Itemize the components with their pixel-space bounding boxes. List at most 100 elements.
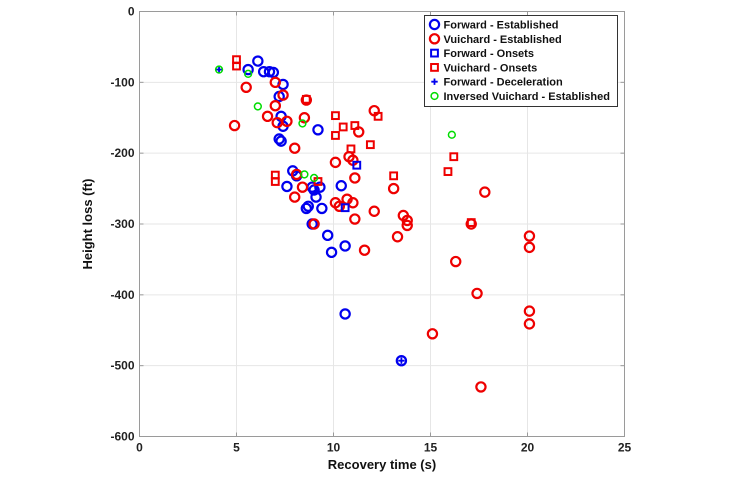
y-tick-label: -100	[110, 75, 134, 89]
legend-marker	[430, 63, 439, 72]
legend-item: Forward - Deceleration	[431, 77, 563, 89]
data-point	[475, 381, 487, 393]
legend-box	[424, 15, 618, 107]
data-point	[232, 61, 241, 71]
legend-marker	[431, 78, 438, 85]
data-point	[312, 124, 324, 136]
legend-marker	[428, 18, 441, 31]
data-point	[253, 102, 262, 111]
data-point	[261, 110, 274, 123]
legend-item: Forward - Onsets	[430, 48, 534, 60]
series-inversed-vuichard-established	[214, 65, 456, 183]
data-point	[338, 122, 348, 132]
data-point	[395, 355, 408, 367]
data-point	[387, 182, 400, 195]
legend-label: Vuichard - Onsets	[444, 62, 538, 74]
legend-item: Inversed Vuichard - Established	[430, 91, 610, 103]
data-point	[333, 200, 346, 212]
data-point	[214, 65, 224, 74]
data-point	[314, 181, 326, 193]
data-point	[240, 81, 252, 93]
series-vuichard-onsets	[232, 55, 476, 227]
data-point	[398, 357, 405, 364]
data-point	[331, 131, 340, 140]
data-point	[349, 172, 361, 184]
data-point	[523, 241, 536, 254]
data-point	[401, 219, 413, 232]
legend-item: Vuichard - Established	[428, 33, 562, 46]
data-point	[347, 197, 359, 209]
data-point	[298, 112, 311, 124]
data-point	[308, 218, 320, 230]
x-tick-label: 5	[233, 441, 240, 455]
legend-item: Forward - Established	[428, 18, 559, 32]
x-tick-label: 0	[136, 441, 143, 455]
data-point	[275, 135, 287, 147]
data-point	[373, 111, 383, 121]
data-point	[426, 328, 439, 340]
y-tick-label: 0	[128, 5, 135, 19]
data-point	[349, 213, 361, 225]
data-point	[310, 191, 322, 203]
x-tick-label: 25	[618, 441, 632, 455]
data-point	[449, 152, 459, 162]
data-point	[331, 111, 340, 121]
data-point	[471, 287, 483, 300]
x-tick-label: 10	[327, 441, 341, 455]
legend-marker	[430, 48, 439, 58]
data-point	[228, 119, 241, 132]
data-point	[296, 181, 309, 193]
data-point	[523, 318, 536, 330]
y-ticks: 0 -100 -200 -300 -400 -500 -600	[110, 5, 625, 444]
data-point	[289, 191, 301, 203]
x-tick-label: 20	[521, 441, 535, 455]
data-point	[523, 305, 536, 317]
series-vuichard-established	[228, 76, 536, 393]
data-point	[443, 167, 453, 176]
data-point	[389, 171, 399, 181]
data-point	[321, 229, 334, 242]
x-tick-label: 15	[424, 441, 438, 455]
legend-label: Forward - Established	[444, 20, 559, 32]
data-point	[302, 200, 314, 212]
data-point	[365, 140, 375, 150]
data-point	[277, 89, 289, 101]
data-point	[329, 156, 342, 169]
legend-label: Forward - Deceleration	[444, 77, 563, 89]
data-point	[368, 205, 380, 217]
data-point	[300, 202, 313, 215]
data-point	[281, 115, 293, 127]
y-axis-label: Height loss (ft)	[80, 179, 95, 270]
y-tick-label: -500	[110, 359, 134, 373]
series-forward-onsets	[340, 160, 362, 213]
legend-label: Forward - Onsets	[444, 48, 534, 60]
data-point	[523, 230, 536, 242]
data-point	[301, 94, 311, 104]
data-point	[339, 308, 351, 320]
data-point	[269, 76, 281, 89]
data-point	[269, 100, 281, 112]
data-point	[281, 180, 293, 193]
data-point	[352, 160, 362, 170]
legend-label: Inversed Vuichard - Established	[444, 91, 610, 103]
y-tick-label: -600	[110, 430, 134, 444]
data-point	[215, 66, 223, 73]
data-point	[242, 63, 254, 76]
data-point	[447, 130, 456, 139]
data-point	[316, 202, 328, 215]
data-point	[335, 180, 347, 192]
data-point	[298, 119, 307, 128]
x-ticks: 0 5 10 15 20 25	[136, 11, 632, 455]
data-point	[289, 142, 301, 154]
data-point	[339, 240, 351, 252]
data-point	[325, 246, 338, 259]
legend-marker	[428, 33, 441, 45]
legend-label: Vuichard - Established	[444, 34, 562, 46]
y-tick-label: -300	[110, 217, 134, 231]
x-axis-label: Recovery time (s)	[328, 457, 436, 472]
legend-marker	[430, 91, 439, 101]
data-point	[466, 218, 476, 227]
data-point	[346, 144, 356, 154]
data-point	[391, 231, 404, 243]
series-forward-established	[242, 55, 408, 367]
